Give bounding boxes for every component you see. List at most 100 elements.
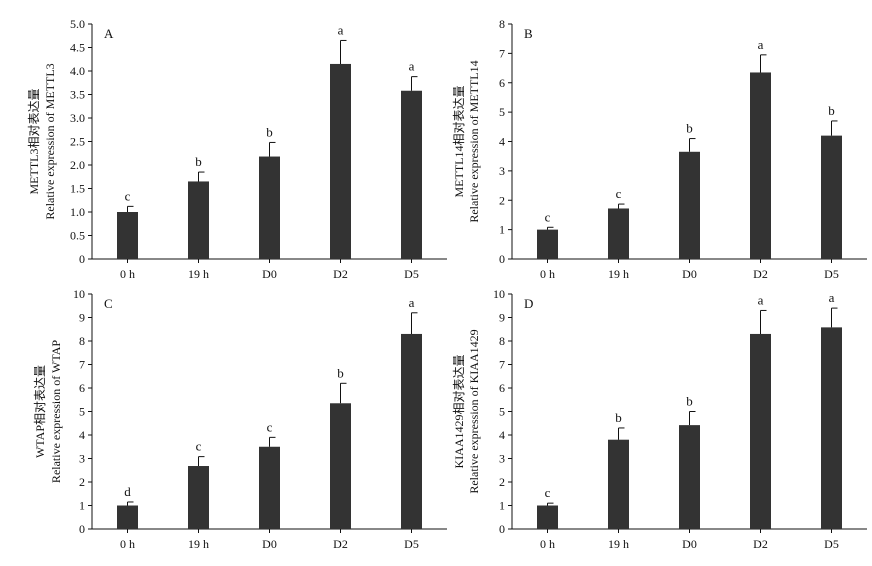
bar [117, 505, 138, 529]
y-axis-label: Relative expression of WTAP [49, 340, 63, 483]
y-tick-label: 6 [499, 76, 505, 90]
y-tick-label: 10 [73, 287, 85, 301]
y-tick-label: 8 [79, 334, 85, 348]
significance-letter: b [615, 410, 622, 425]
bar [750, 333, 771, 529]
panel-label: B [524, 26, 533, 41]
bar [608, 439, 629, 529]
significance-letter: d [124, 484, 131, 499]
significance-letter: a [758, 37, 764, 52]
bar [537, 505, 558, 529]
y-tick-label: 3 [499, 164, 505, 178]
chart-panel-c: 0 1 2 3 4 5 6 7 8 9 10 Cd 0 h c 19 h c D0 b D2 a D5 WTAP相对表达量… [33, 287, 447, 551]
bar [188, 181, 209, 259]
y-tick-label: 6 [79, 381, 85, 395]
panel-label: C [104, 296, 113, 311]
y-axis-label: Relative expression of METTL14 [467, 60, 481, 222]
bar [188, 466, 209, 529]
x-tick-label: D5 [824, 267, 839, 281]
significance-letter: b [828, 103, 835, 118]
y-tick-label: 2 [79, 475, 85, 489]
x-tick-label: 19 h [188, 537, 209, 551]
y-tick-label: 8 [499, 334, 505, 348]
y-tick-label: 7 [499, 46, 505, 60]
x-tick-label: 19 h [608, 267, 629, 281]
x-tick-label: D0 [682, 537, 697, 551]
y-tick-label: 2 [499, 193, 505, 207]
y-tick-label: 10 [493, 287, 505, 301]
y-tick-label: 7 [79, 358, 85, 372]
x-tick-label: 19 h [608, 537, 629, 551]
x-tick-label: D0 [682, 267, 697, 281]
bar [608, 208, 629, 259]
y-tick-label: 3.0 [70, 111, 85, 125]
y-axis-label-cn: METTL3相对表达量 [27, 89, 41, 195]
y-tick-label: 0 [79, 252, 85, 266]
y-tick-label: 4.5 [70, 41, 85, 55]
y-tick-label: 6 [499, 381, 505, 395]
y-tick-label: 1.0 [70, 205, 85, 219]
bar [401, 333, 422, 529]
y-tick-label: 4 [499, 428, 505, 442]
y-axis-label: Relative expression of KIAA1429 [467, 329, 481, 493]
bar [679, 425, 700, 529]
y-tick-label: 9 [499, 311, 505, 325]
significance-letter: b [266, 124, 273, 139]
y-tick-label: 0 [499, 252, 505, 266]
y-tick-label: 9 [79, 311, 85, 325]
chart-panel-b: 0 1 2 3 4 5 6 7 8 Bc 0 h c 19 h b D0 a D2 b D5 METTL14相对表达量… [452, 17, 867, 281]
x-tick-label: 19 h [188, 267, 209, 281]
y-tick-label: 4 [499, 135, 505, 149]
bar [330, 403, 351, 529]
y-tick-label: 2.5 [70, 135, 85, 149]
bar [537, 229, 558, 259]
bar [259, 446, 280, 529]
chart-panel-d: 0 1 2 3 4 5 6 7 8 9 10 Dc 0 h b 19 h b D0 a D2 a D5 KIAA1429相… [452, 287, 867, 551]
y-tick-label: 3.5 [70, 88, 85, 102]
y-axis-label-cn: KIAA1429相对表达量 [452, 355, 466, 469]
x-tick-label: 0 h [540, 537, 555, 551]
x-tick-label: 0 h [120, 267, 135, 281]
y-tick-label: 1 [499, 223, 505, 237]
chart-panel-a: 0 0.5 1.0 1.5 2.0 2.5 3.0 3.5 4.0 4.5 5.0 Ac 0 h b 19 … [27, 17, 447, 281]
y-tick-label: 2 [499, 475, 505, 489]
y-axis-label-cn: METTL14相对表达量 [452, 86, 466, 198]
significance-letter: b [337, 365, 344, 380]
y-tick-label: 4 [79, 428, 85, 442]
y-tick-label: 5 [499, 405, 505, 419]
x-tick-label: D5 [404, 537, 419, 551]
y-tick-label: 1.5 [70, 182, 85, 196]
y-axis-label-cn: WTAP相对表达量 [33, 365, 47, 458]
x-tick-label: D2 [333, 267, 348, 281]
significance-letter: b [195, 154, 202, 169]
significance-letter: a [409, 295, 415, 310]
y-tick-label: 5 [499, 105, 505, 119]
bar [117, 212, 138, 259]
significance-letter: a [338, 22, 344, 37]
significance-letter: c [616, 186, 622, 201]
x-tick-label: D2 [753, 267, 768, 281]
y-tick-label: 1 [499, 499, 505, 513]
x-tick-label: 0 h [120, 537, 135, 551]
y-tick-label: 7 [499, 358, 505, 372]
y-tick-label: 0.5 [70, 229, 85, 243]
panel-label: A [104, 26, 114, 41]
x-tick-label: D5 [404, 267, 419, 281]
x-tick-label: 0 h [540, 267, 555, 281]
significance-letter: c [545, 485, 551, 500]
significance-letter: b [686, 394, 693, 409]
x-tick-label: D2 [333, 537, 348, 551]
x-tick-label: D5 [824, 537, 839, 551]
bar [679, 151, 700, 259]
y-tick-label: 8 [499, 17, 505, 31]
bar [821, 135, 842, 259]
significance-letter: b [686, 121, 693, 136]
x-tick-label: D0 [262, 537, 277, 551]
bar [259, 156, 280, 259]
significance-letter: a [409, 59, 415, 74]
y-tick-label: 0 [79, 522, 85, 536]
bar [330, 63, 351, 260]
significance-letter: a [758, 292, 764, 307]
panel-label: D [524, 296, 533, 311]
